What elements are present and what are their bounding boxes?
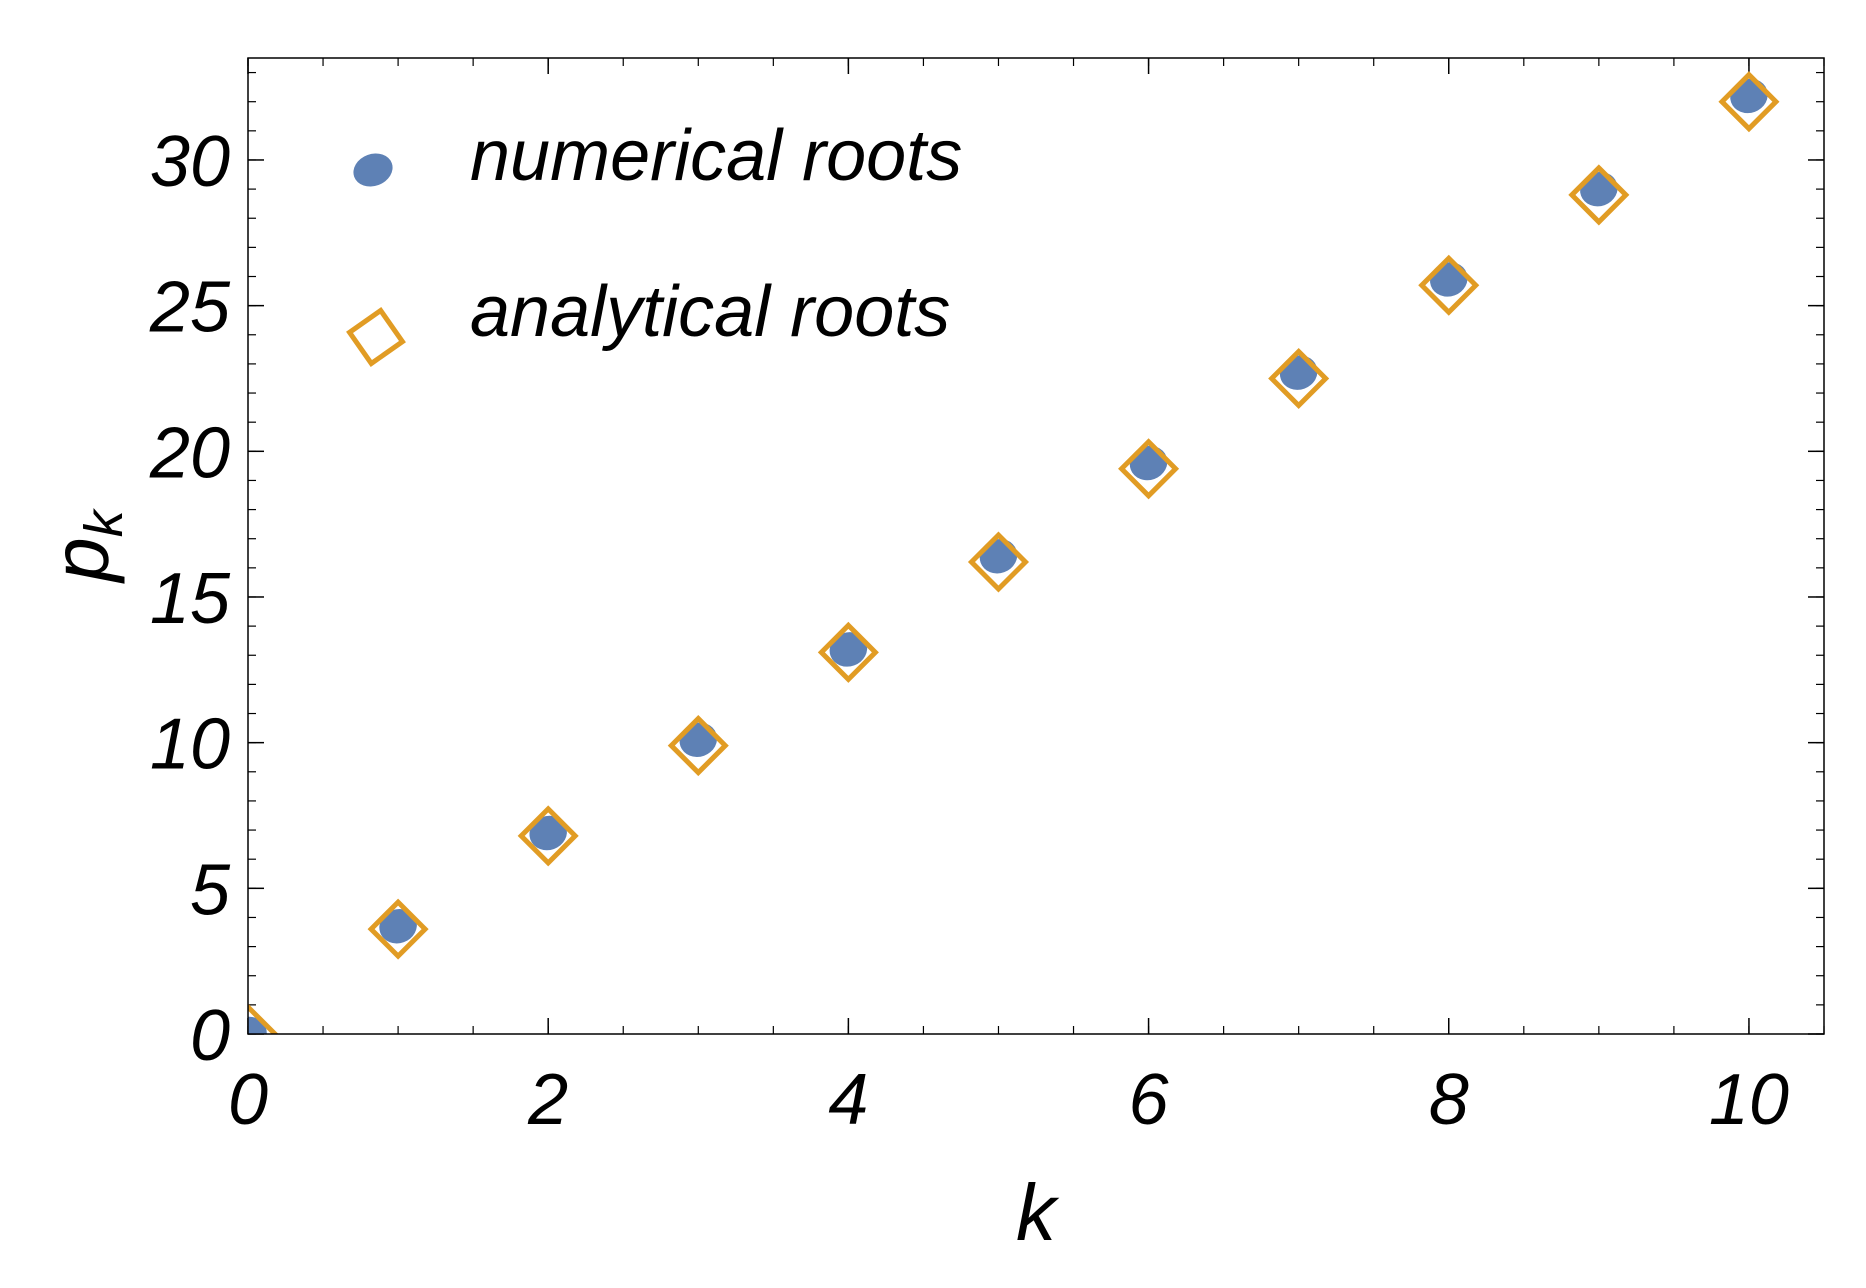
plot-frame xyxy=(247,57,1825,1035)
analytical-root-point xyxy=(967,531,1030,593)
y-axis-title-subscript: k xyxy=(74,507,134,537)
analytical-root-point xyxy=(667,715,729,777)
x-tick-label: 0 xyxy=(228,1060,268,1140)
legend-marker-circle xyxy=(353,153,393,187)
x-tick-label: 6 xyxy=(1129,1060,1170,1140)
data-points xyxy=(248,71,1780,1034)
legend: numerical roots analytical roots xyxy=(346,116,962,367)
minor-ticks xyxy=(247,58,1825,1035)
analytical-root-point xyxy=(1418,254,1480,316)
y-axis-title-main: p xyxy=(36,537,125,584)
major-ticks xyxy=(247,58,1824,1035)
legend-label-analytical: analytical roots xyxy=(470,272,950,352)
analytical-root-point xyxy=(1718,71,1780,133)
analytical-root-point xyxy=(1568,164,1630,226)
y-axis-title: pk xyxy=(36,507,134,584)
x-tick-label: 8 xyxy=(1429,1060,1469,1140)
legend-item-analytical: analytical roots xyxy=(346,272,950,367)
numerical-root-point xyxy=(829,632,868,667)
x-tick-label: 10 xyxy=(1709,1060,1789,1140)
legend-item-numerical: numerical roots xyxy=(353,116,962,196)
analytical-root-point xyxy=(517,805,579,867)
legend-marker-diamond xyxy=(346,307,406,367)
numerical-root-point xyxy=(248,1016,267,1034)
x-axis-title: k xyxy=(1016,1168,1060,1257)
y-tick-label: 30 xyxy=(150,122,230,202)
legend-label-numerical: numerical roots xyxy=(470,116,962,196)
analytical-root-point xyxy=(1268,347,1330,410)
y-tick-label: 10 xyxy=(150,705,230,785)
analytical-root-point xyxy=(1118,438,1180,500)
y-tick-labels: 0 5 10 15 20 25 30 xyxy=(149,122,231,1076)
x-tick-label: 2 xyxy=(527,1060,568,1140)
x-tick-label: 4 xyxy=(828,1060,868,1140)
numerical-root-point xyxy=(379,908,417,944)
numerical-root-point xyxy=(529,815,567,851)
analytical-root-point xyxy=(248,1003,279,1034)
y-tick-label: 0 xyxy=(190,996,230,1076)
analytical-root-point xyxy=(817,621,879,683)
analytical-root-point xyxy=(367,898,429,960)
y-tick-label: 25 xyxy=(149,268,231,348)
y-tick-label: 15 xyxy=(150,559,231,639)
y-tick-label: 5 xyxy=(190,850,231,930)
x-tick-labels: 0 2 4 6 8 10 xyxy=(228,1060,1789,1140)
y-tick-label: 20 xyxy=(149,413,230,493)
